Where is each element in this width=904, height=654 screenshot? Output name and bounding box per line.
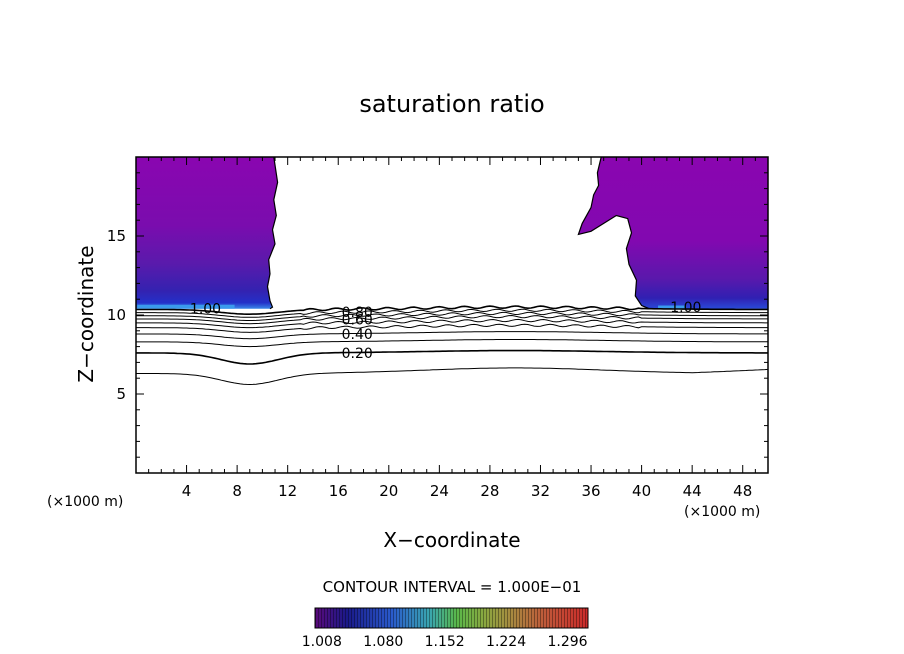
- x-tick-label: 4: [182, 482, 192, 500]
- contour-label-2: 0.60: [342, 313, 373, 329]
- region-right-edge: [658, 305, 685, 309]
- colorbar-frame: [314, 607, 589, 629]
- x-tick-label: 12: [278, 482, 297, 500]
- x-axis-unit-right: (×1000 m): [684, 504, 760, 520]
- x-tick-label: 16: [329, 482, 348, 500]
- x-axis-unit-left: (×1000 m): [47, 494, 123, 510]
- contour-interval-label: CONTOUR INTERVAL = 1.000E−01: [323, 578, 582, 596]
- x-tick-label: 28: [480, 482, 499, 500]
- x-tick-label: 36: [581, 482, 600, 500]
- colorbar-tick-label: 1.152: [425, 634, 465, 650]
- contour-0.1: [136, 367, 768, 386]
- x-tick-label: 32: [531, 482, 550, 500]
- chart-title: saturation ratio: [359, 90, 544, 118]
- x-tick-label: 24: [430, 482, 449, 500]
- contour-0.2: [136, 349, 768, 365]
- colorbar-stripes: [315, 608, 588, 628]
- x-tick-label: 8: [232, 482, 242, 500]
- contour-0.6: [136, 318, 768, 329]
- contour-labels: 1.00 0.800.600.40 0.20 1.00: [190, 300, 701, 362]
- contour-0.7: [136, 314, 768, 325]
- contour-label-5: 1.00: [670, 300, 701, 316]
- colorbar: 1.008 1.080 1.152 1.224 1.296: [302, 607, 589, 650]
- region-left-outline: [266, 157, 279, 310]
- contour-label-1: 0.80: [342, 305, 373, 321]
- colorbar-ticks: 1.008 1.080 1.152 1.224 1.296: [302, 634, 588, 650]
- contour-0.8: [136, 311, 768, 321]
- contour-1.0: [136, 305, 768, 315]
- x-axis-label: X−coordinate: [383, 528, 520, 552]
- y-axis-ticks: 5 10 15: [107, 172, 768, 458]
- x-tick-label: 40: [632, 482, 651, 500]
- contour-0.3: [136, 339, 768, 348]
- x-tick-label: 48: [733, 482, 752, 500]
- x-tick-label: 44: [683, 482, 702, 500]
- region-right-outline: [577, 157, 650, 310]
- region-left-edge: [137, 304, 235, 309]
- region-left: [136, 157, 278, 309]
- contour-label-3: 0.40: [342, 327, 373, 343]
- x-tick-label: 20: [379, 482, 398, 500]
- y-tick-label: 5: [116, 385, 126, 403]
- contour-label-0: 1.00: [190, 302, 221, 318]
- contour-0.5: [136, 323, 768, 333]
- contour-0.4: [136, 331, 768, 340]
- region-right: [578, 157, 768, 309]
- y-tick-label: 10: [107, 306, 126, 324]
- y-axis-label: Z−coordinate: [74, 245, 98, 382]
- colorbar-tick-label: 1.296: [547, 634, 587, 650]
- colorbar-tick-label: 1.224: [486, 634, 526, 650]
- contour-lines: [136, 305, 768, 386]
- contour-label-4: 0.20: [342, 346, 373, 362]
- y-tick-label: 15: [107, 227, 126, 245]
- colorbar-tick-label: 1.008: [302, 634, 342, 650]
- supersaturated-regions: [136, 157, 768, 310]
- contour-0.9: [136, 308, 768, 318]
- colorbar-tick-label: 1.080: [363, 634, 403, 650]
- x-axis-ticks: 4 8 12 16 20 24 28 32 36 40 44 48: [148, 157, 756, 500]
